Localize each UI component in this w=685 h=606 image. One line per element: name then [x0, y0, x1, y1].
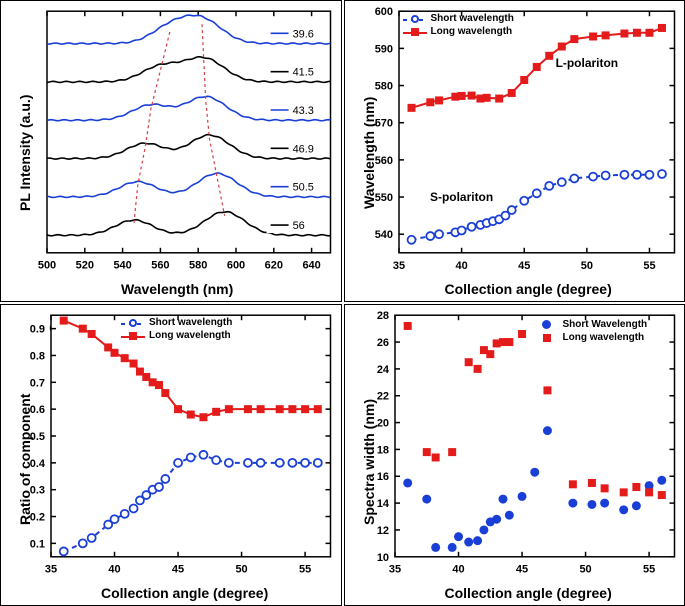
- svg-text:20: 20: [376, 418, 388, 430]
- svg-text:500: 500: [38, 260, 56, 272]
- svg-text:L-polariton: L-polariton: [555, 56, 618, 70]
- legend-item: Long wavelength: [535, 332, 648, 343]
- svg-text:S-polariton: S-polariton: [430, 190, 493, 204]
- svg-text:46.9: 46.9: [293, 143, 314, 155]
- svg-text:55: 55: [642, 564, 654, 576]
- svg-text:55: 55: [299, 564, 311, 576]
- legend-label: Long wavelength: [149, 330, 231, 341]
- svg-text:40: 40: [455, 260, 467, 272]
- panel-d-xlabel: Collection angle (degree): [445, 585, 612, 601]
- panel-a-svg: 50052054056058060062064039.641.543.346.9…: [47, 11, 331, 253]
- svg-text:590: 590: [374, 43, 392, 55]
- svg-text:22: 22: [376, 391, 388, 403]
- panel-c-plot: 35404550550.10.20.30.40.50.60.70.80.9: [51, 315, 331, 557]
- legend-item: Long wavelength: [121, 330, 232, 341]
- svg-text:0.7: 0.7: [30, 377, 45, 389]
- svg-text:600: 600: [227, 260, 245, 272]
- svg-text:50.5: 50.5: [293, 182, 314, 194]
- panel-b-ylabel: Wavelength (nm): [361, 97, 377, 209]
- svg-text:35: 35: [392, 260, 404, 272]
- svg-text:14: 14: [376, 498, 389, 510]
- panel-c-ylabel: Ratio of component: [17, 394, 33, 525]
- panel-b-xlabel: Collection angle (degree): [445, 281, 612, 297]
- svg-text:580: 580: [189, 260, 207, 272]
- svg-text:45: 45: [172, 564, 184, 576]
- legend-item: Short wavelength: [403, 13, 514, 24]
- panel-c-xlabel: Collection angle (degree): [101, 585, 268, 601]
- legend-item: Short wavelength: [121, 317, 232, 328]
- panel-a-xlabel: Wavelength (nm): [121, 281, 233, 297]
- panel-d-plot: 354045505510121416182022242628: [395, 315, 675, 557]
- svg-text:10: 10: [376, 552, 388, 564]
- svg-text:26: 26: [376, 337, 388, 349]
- panel-d-legend: Short Wavelength Long wavelength: [535, 319, 648, 345]
- svg-text:56: 56: [293, 220, 305, 232]
- svg-text:540: 540: [113, 260, 131, 272]
- legend-label: Short wavelength: [431, 13, 514, 24]
- panel-d-svg: 354045505510121416182022242628: [395, 315, 675, 557]
- svg-text:35: 35: [45, 564, 57, 576]
- figure-grid: a 50052054056058060062064039.641.543.346…: [0, 0, 685, 606]
- legend-label: Long wavelength: [563, 332, 645, 343]
- svg-text:580: 580: [374, 81, 392, 93]
- svg-text:640: 640: [302, 260, 320, 272]
- svg-text:28: 28: [376, 310, 388, 322]
- panel-d-ylabel: Spectra width (nm): [361, 399, 377, 525]
- svg-text:39.6: 39.6: [293, 28, 314, 40]
- svg-text:18: 18: [376, 444, 388, 456]
- svg-text:50: 50: [579, 564, 591, 576]
- legend-label: Short wavelength: [149, 317, 232, 328]
- svg-text:12: 12: [376, 525, 388, 537]
- legend-item: Short Wavelength: [535, 319, 648, 330]
- svg-text:520: 520: [76, 260, 94, 272]
- panel-c-svg: 35404550550.10.20.30.40.50.60.70.80.9: [51, 315, 331, 557]
- svg-text:45: 45: [515, 564, 527, 576]
- panel-b-legend: Short wavelength Long wavelength: [403, 13, 514, 39]
- legend-label: Long wavelength: [431, 26, 513, 37]
- panel-a-plot: 50052054056058060062064039.641.543.346.9…: [47, 11, 331, 253]
- svg-text:0.1: 0.1: [30, 538, 45, 550]
- svg-text:50: 50: [235, 564, 247, 576]
- svg-text:35: 35: [388, 564, 400, 576]
- panel-a: a 50052054056058060062064039.641.543.346…: [0, 0, 342, 302]
- svg-text:540: 540: [374, 229, 392, 241]
- panel-c-legend: Short wavelength Long wavelength: [121, 317, 232, 343]
- svg-text:0.9: 0.9: [30, 324, 45, 336]
- panel-c: c 35404550550.10.20.30.40.50.60.70.80.9 …: [0, 304, 342, 606]
- panel-a-ylabel: PL Intensity (a.u.): [17, 95, 33, 211]
- svg-text:0.8: 0.8: [30, 350, 45, 362]
- svg-text:50: 50: [580, 260, 592, 272]
- legend-label: Short Wavelength: [563, 319, 648, 330]
- svg-text:16: 16: [376, 471, 388, 483]
- svg-text:41.5: 41.5: [293, 67, 314, 79]
- svg-text:24: 24: [376, 364, 389, 376]
- panel-b: b 3540455055540550560570580590600L-polar…: [344, 0, 685, 302]
- panel-b-svg: 3540455055540550560570580590600L-polarit…: [399, 11, 675, 253]
- svg-text:40: 40: [108, 564, 120, 576]
- svg-text:560: 560: [151, 260, 169, 272]
- svg-text:620: 620: [265, 260, 283, 272]
- svg-text:43.3: 43.3: [293, 105, 314, 117]
- panel-b-plot: 3540455055540550560570580590600L-polarit…: [399, 11, 675, 253]
- svg-text:55: 55: [643, 260, 655, 272]
- svg-text:45: 45: [518, 260, 530, 272]
- svg-text:600: 600: [374, 6, 392, 18]
- legend-item: Long wavelength: [403, 26, 514, 37]
- svg-text:40: 40: [452, 564, 464, 576]
- panel-d: d 354045505510121416182022242628 Short W…: [344, 304, 685, 606]
